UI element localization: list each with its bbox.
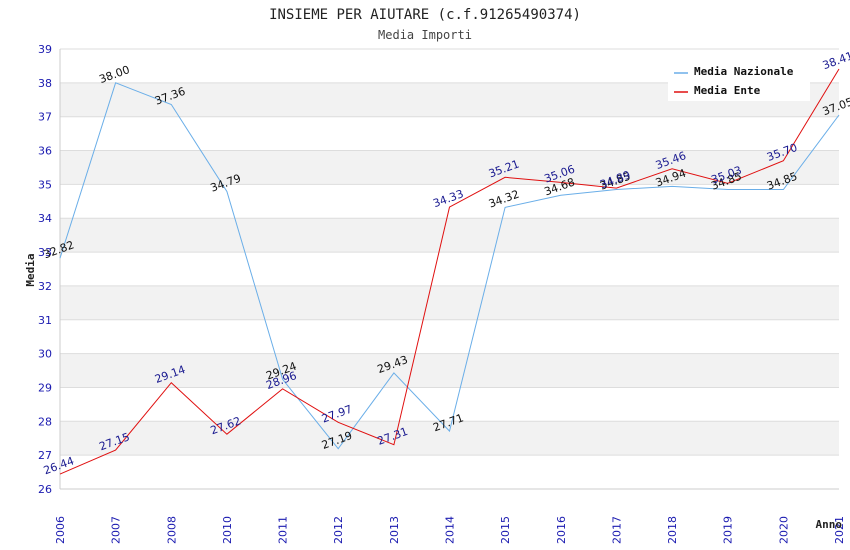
chart-subtitle: Media Importi xyxy=(378,28,472,42)
x-tick-label: 2012 xyxy=(332,516,345,544)
x-tick-label: 2013 xyxy=(388,516,401,544)
data-label: 34.32 xyxy=(487,188,521,211)
plot-band xyxy=(60,218,839,253)
x-tick-label: 2006 xyxy=(54,516,67,544)
x-tick-label: 2008 xyxy=(165,516,178,544)
plot-band xyxy=(60,421,839,456)
series-line-nazionale xyxy=(59,82,840,450)
y-tick-label: 37 xyxy=(38,111,52,124)
chart-title: INSIEME PER AIUTARE (c.f.91265490374) xyxy=(269,7,581,23)
x-tick-label: 2020 xyxy=(777,516,790,544)
x-tick-labels: 2006 2007 2008 2010 2011 2012 2013 2014 2015 2016… xyxy=(54,516,846,544)
y-tick-label: 39 xyxy=(38,43,52,56)
x-tick-label: 2019 xyxy=(722,516,735,544)
x-tick-label: 2011 xyxy=(277,516,290,544)
y-tick-label: 31 xyxy=(38,314,52,327)
y-tick-label: 30 xyxy=(38,348,52,361)
data-label: 32.82 xyxy=(42,238,76,261)
data-label: 38.41 xyxy=(821,49,850,72)
x-tick-label: 2015 xyxy=(499,516,512,544)
legend-label-ente: Media Ente xyxy=(694,84,761,97)
y-tick-label: 32 xyxy=(38,280,52,293)
legend-label-nazionale: Media Nazionale xyxy=(694,65,794,78)
y-tick-labels: 26 27 28 29 30 31 32 33 34 35 36 37 38 39 xyxy=(38,43,52,496)
axes xyxy=(59,49,839,490)
legend: Media Nazionale Media Ente xyxy=(668,59,810,101)
x-tick-label: 2014 xyxy=(444,516,457,544)
y-tick-label: 29 xyxy=(38,381,52,394)
series-line-ente xyxy=(59,68,840,475)
y-tick-label: 38 xyxy=(38,77,52,90)
x-tick-label: 2010 xyxy=(221,516,234,544)
y-tick-label: 33 xyxy=(38,246,52,259)
x-axis-label: Anno xyxy=(816,518,843,531)
x-tick-label: 2017 xyxy=(610,516,623,544)
data-label: 34.33 xyxy=(431,187,465,210)
legend-box xyxy=(668,59,810,101)
y-axis-label: Media xyxy=(24,253,37,286)
x-tick-label: 2021 xyxy=(833,516,846,544)
x-tick-label: 2018 xyxy=(666,516,679,544)
y-tick-label: 36 xyxy=(38,145,52,158)
x-tick-label: 2007 xyxy=(110,516,123,544)
plot-band xyxy=(60,285,839,320)
plot-bands xyxy=(60,82,839,456)
y-tick-label: 34 xyxy=(38,212,52,225)
y-tick-label: 28 xyxy=(38,415,52,428)
y-tick-label: 35 xyxy=(38,178,52,191)
y-tick-label: 26 xyxy=(38,483,52,496)
series-lines xyxy=(59,68,840,475)
plot-band xyxy=(60,353,839,388)
y-tick-label: 27 xyxy=(38,449,52,462)
x-tick-label: 2016 xyxy=(555,516,568,544)
